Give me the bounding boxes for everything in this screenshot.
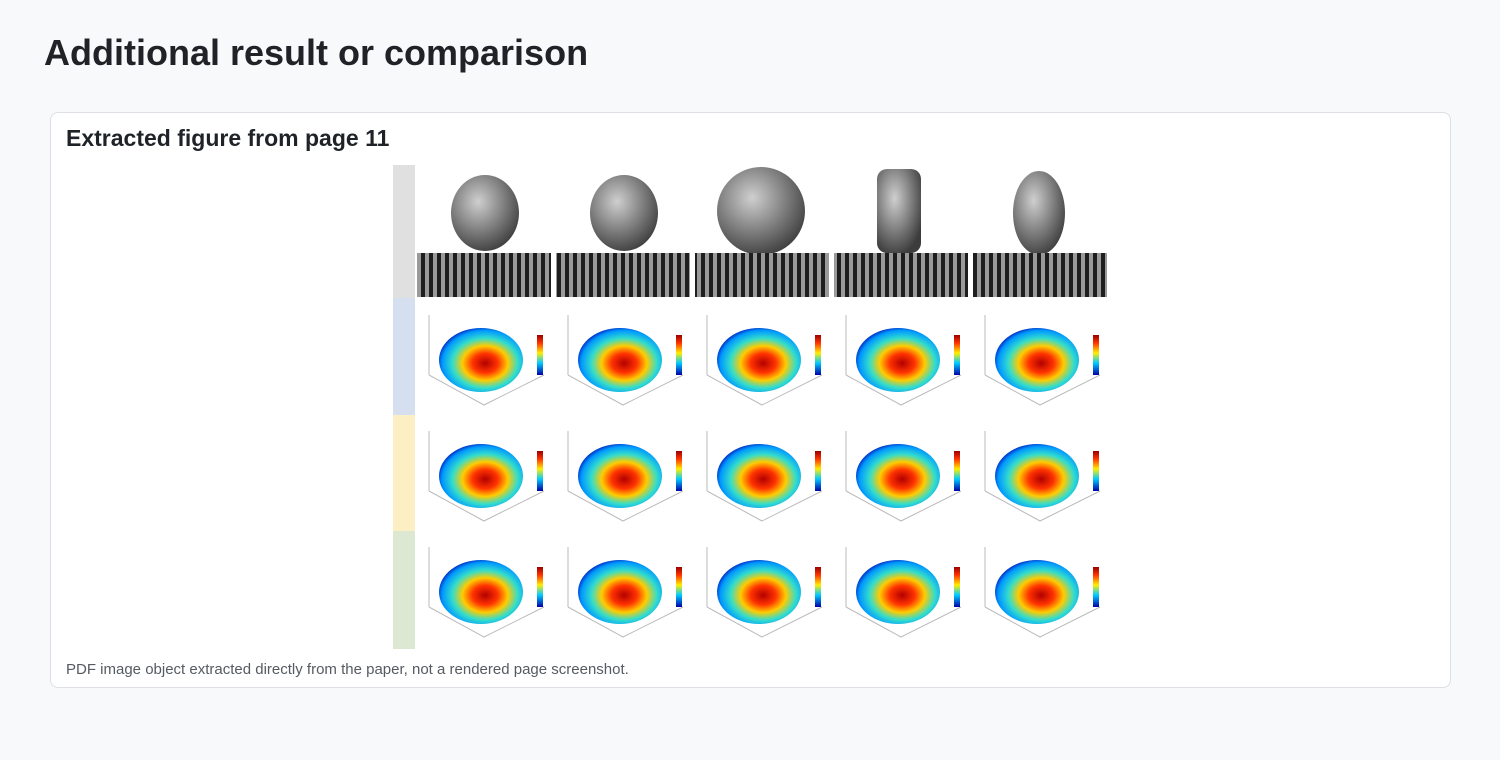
row-band <box>393 531 415 649</box>
figure-title: Extracted figure from page 11 <box>66 125 390 151</box>
page-title: Additional result or comparison <box>44 32 589 73</box>
figure-caption: PDF image object extracted directly from… <box>66 661 629 678</box>
row-band <box>393 298 415 415</box>
figure-card: Extracted figure from page 11 <box>50 112 1451 688</box>
row-band <box>393 415 415 531</box>
figure-image <box>393 165 1109 649</box>
object-row <box>417 167 1107 297</box>
row-band <box>393 165 415 298</box>
